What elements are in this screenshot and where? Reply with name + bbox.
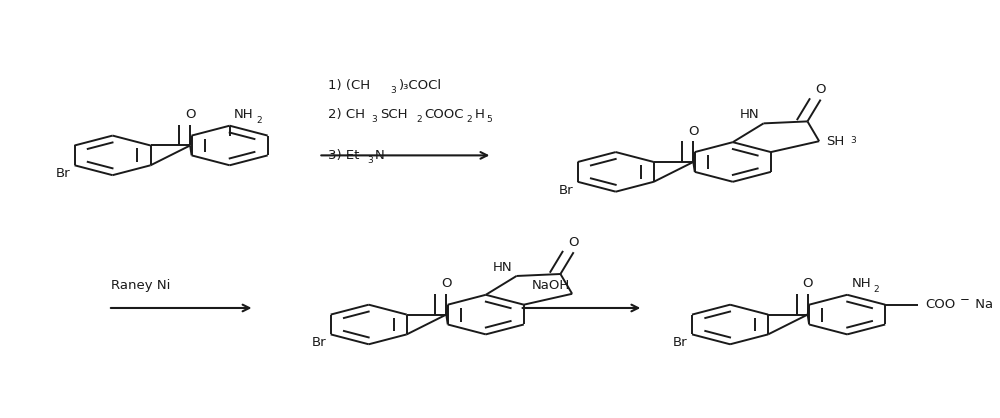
Text: Br: Br <box>311 336 326 349</box>
Text: 2: 2 <box>416 115 422 124</box>
Text: O: O <box>802 278 813 291</box>
Text: O: O <box>815 83 826 96</box>
Text: 3) Et: 3) Et <box>328 149 359 162</box>
Text: HN: HN <box>492 261 512 274</box>
Text: 2: 2 <box>256 116 262 125</box>
Text: N: N <box>375 149 385 162</box>
Text: Br: Br <box>673 336 687 349</box>
Text: −: − <box>960 293 970 306</box>
Text: O: O <box>568 236 579 249</box>
Text: O: O <box>185 108 195 121</box>
Text: H: H <box>475 108 485 121</box>
Text: HN: HN <box>739 108 759 121</box>
Text: )₃COCl: )₃COCl <box>399 79 442 92</box>
Text: NH: NH <box>234 108 254 121</box>
Text: Raney Ni: Raney Ni <box>111 279 170 292</box>
Text: 2) CH: 2) CH <box>328 108 365 121</box>
Text: O: O <box>441 278 452 291</box>
Text: NH: NH <box>852 277 871 290</box>
Text: 2: 2 <box>467 115 472 124</box>
Text: 3: 3 <box>391 86 396 95</box>
Text: 3: 3 <box>371 115 377 124</box>
Text: 2: 2 <box>874 285 879 294</box>
Text: COO: COO <box>925 298 955 311</box>
Text: NaOH: NaOH <box>532 279 570 292</box>
Text: COOC: COOC <box>425 108 464 121</box>
Text: 3: 3 <box>850 136 856 145</box>
Text: O: O <box>688 125 699 138</box>
Text: 5: 5 <box>487 115 492 124</box>
Text: Na: Na <box>971 298 993 311</box>
Text: 1) (CH: 1) (CH <box>328 79 370 92</box>
Text: Br: Br <box>55 167 70 180</box>
Text: SCH: SCH <box>380 108 407 121</box>
Text: Br: Br <box>559 184 573 197</box>
Text: 3: 3 <box>367 156 373 165</box>
Text: SH: SH <box>826 135 845 148</box>
